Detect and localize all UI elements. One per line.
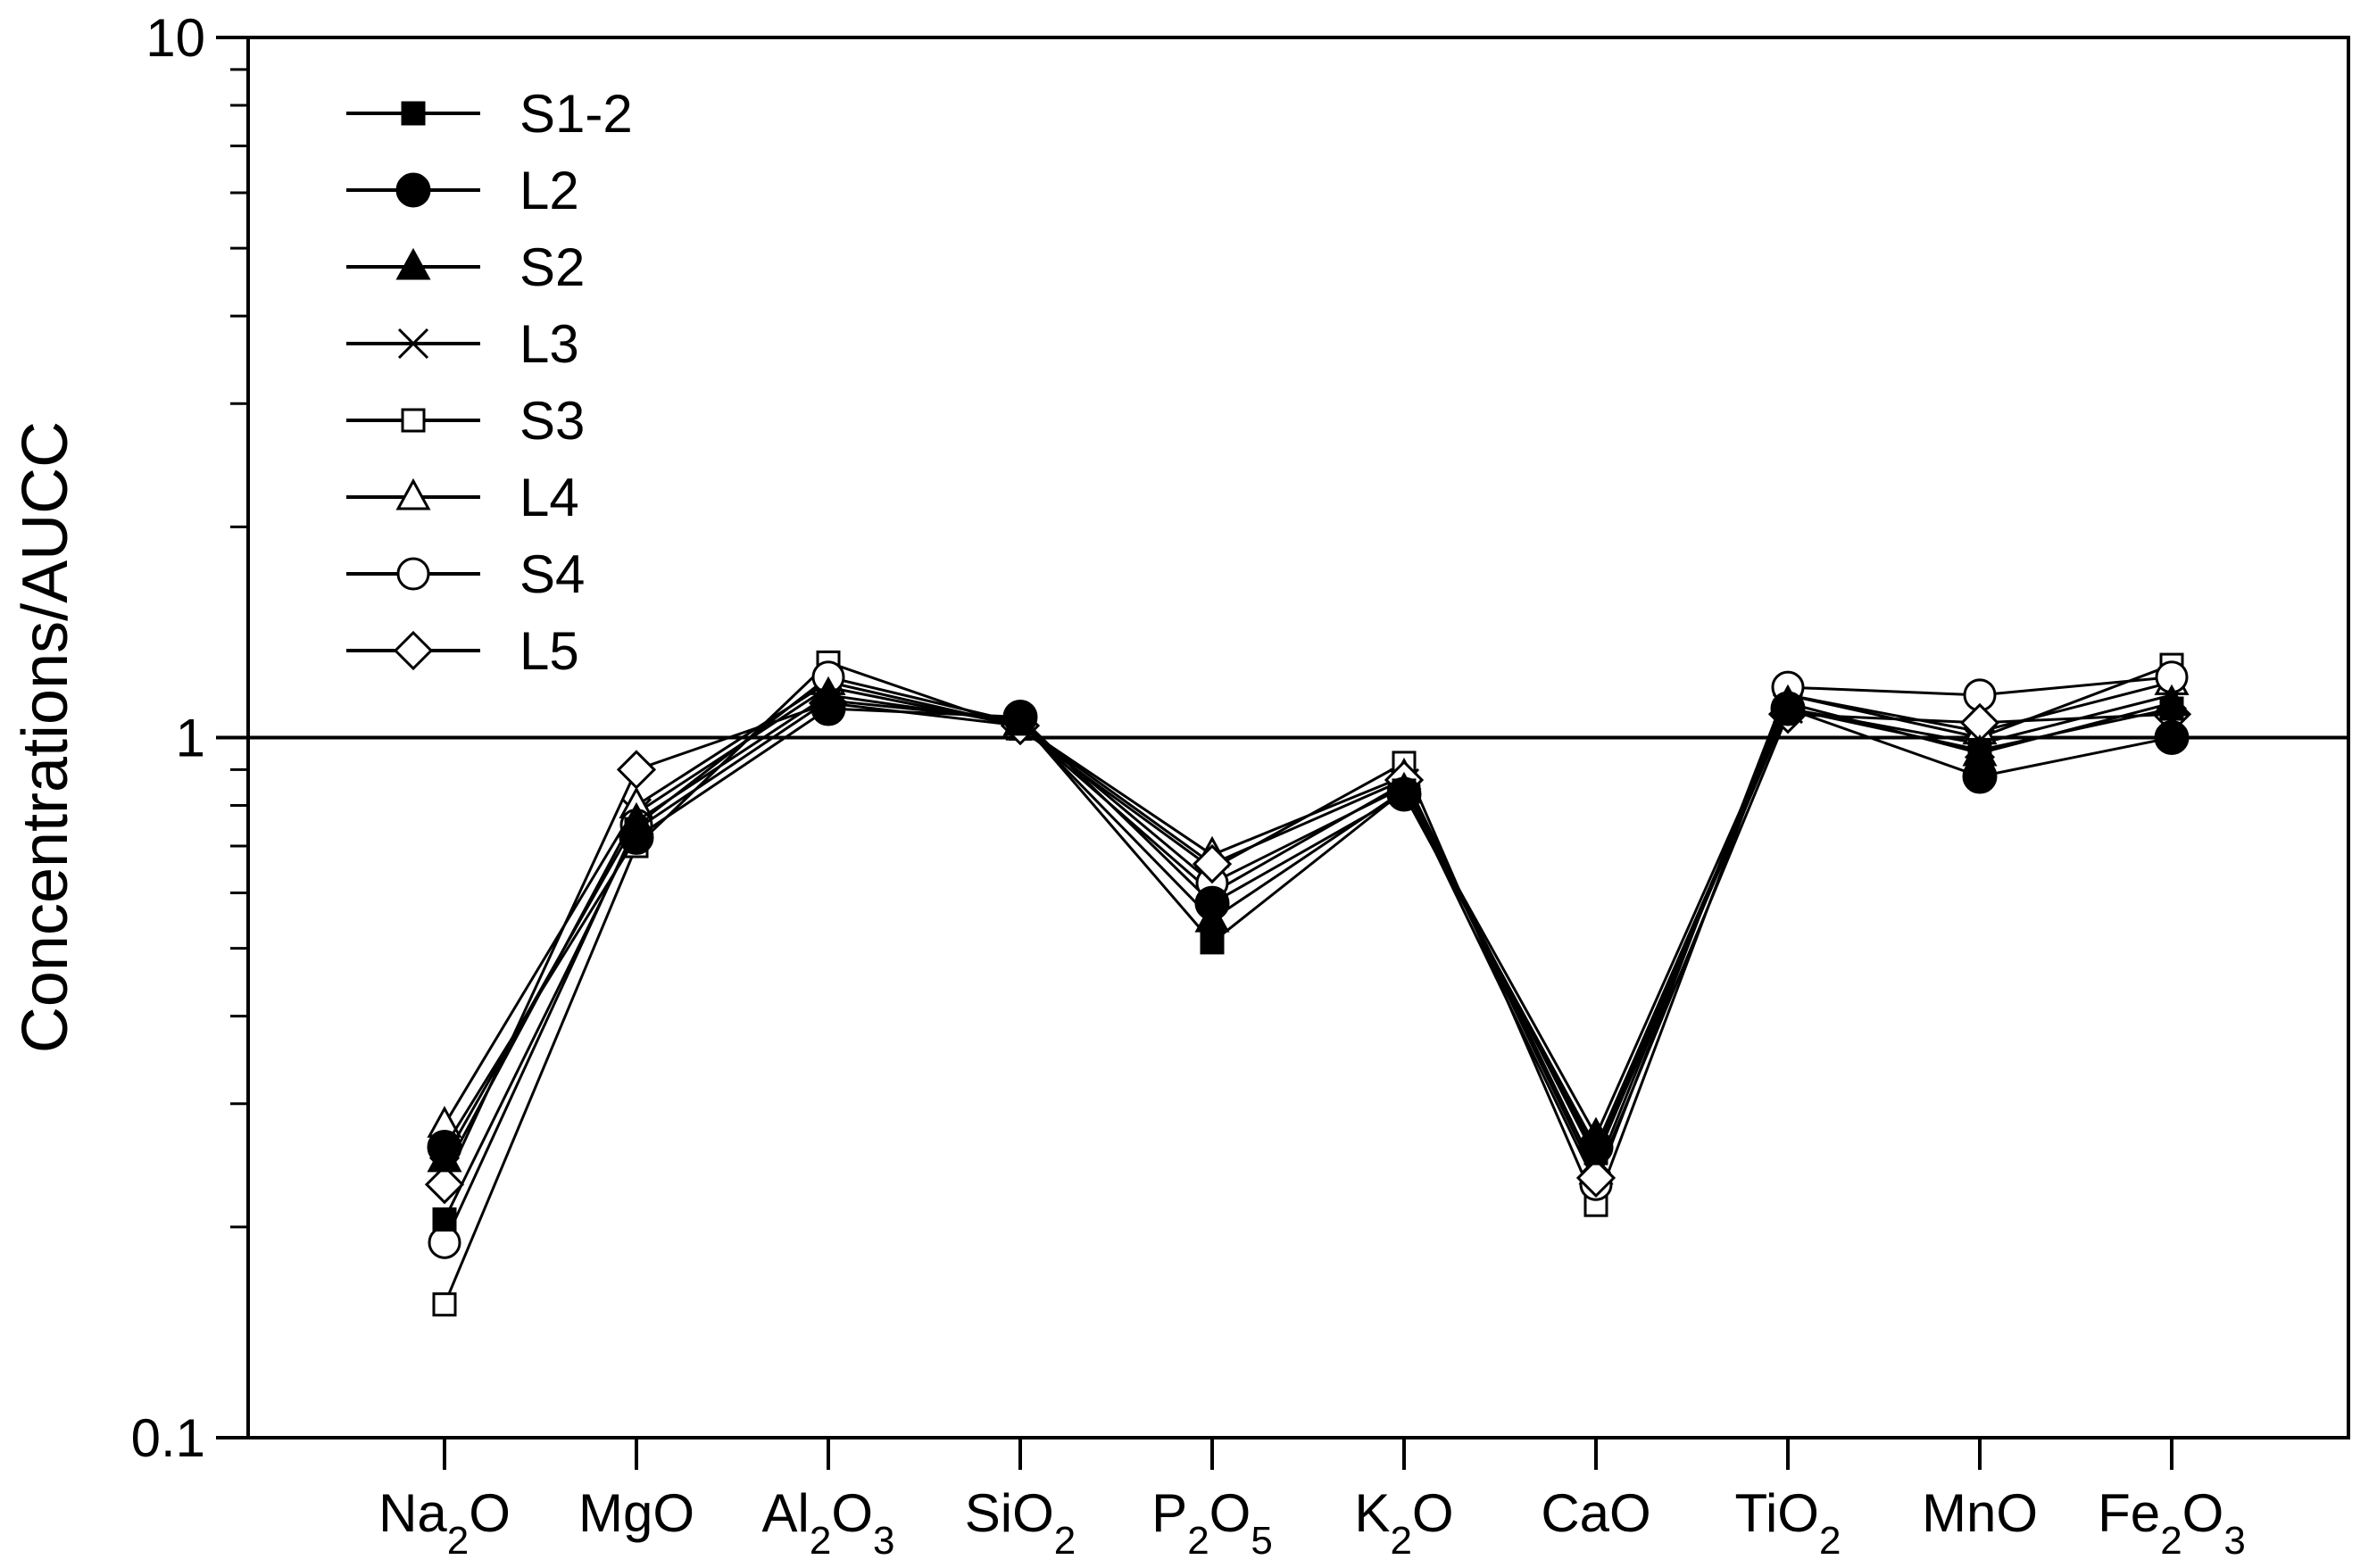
legend-entry: L4: [346, 468, 579, 527]
legend-label: S3: [519, 391, 585, 451]
x-axis: Na2O MgO Al2O3 SiO2 P2O5 K2O CaO TiO2 MnO Fe2O3: [378, 1438, 2246, 1563]
legend-marker: [395, 477, 431, 510]
data-point: [616, 750, 657, 790]
series-l4: [427, 663, 2190, 1185]
data-point: [1575, 1157, 1617, 1199]
data-point: [619, 801, 654, 834]
data-point: [1200, 930, 1225, 955]
legend-marker: [395, 172, 431, 208]
legend-label: L5: [519, 621, 579, 681]
series-l5: [424, 683, 2192, 1205]
data-point: [1194, 900, 1230, 933]
legend-entry: L5: [346, 621, 579, 681]
series-line: [443, 680, 2173, 1175]
x-tick-label: P2O5: [1151, 1483, 1273, 1563]
series-s3: [432, 650, 2184, 1317]
data-point: [424, 1165, 465, 1205]
legend: S1-2 L2 S2 L3 S3 L4 S4 L5: [346, 84, 633, 681]
y-axis: 0.1 1 10: [131, 8, 248, 1468]
series-line: [443, 701, 2173, 1185]
series-line: [443, 693, 2173, 1160]
legend-label: S4: [519, 544, 585, 604]
legend-marker: [396, 557, 430, 591]
series-s1-2: [432, 688, 2184, 1232]
y-tick-label: 10: [145, 8, 205, 68]
legend-entry: L2: [346, 161, 579, 220]
legend-label: L4: [519, 468, 579, 527]
series-s2: [427, 676, 2190, 1173]
legend-entry: S4: [346, 544, 585, 604]
series-line: [443, 676, 2173, 1243]
y-axis-title: Concentrations/AUCC: [10, 421, 81, 1053]
y-tick-label: 0.1: [131, 1408, 205, 1468]
data-point: [427, 1140, 462, 1173]
legend-marker: [395, 247, 431, 280]
data-point: [428, 1225, 461, 1259]
legend-entry: S3: [346, 391, 585, 451]
legend-marker: [401, 408, 426, 433]
data-point: [1386, 771, 1422, 804]
x-tick-label: Na2O: [378, 1483, 511, 1563]
data-point: [1192, 843, 1233, 884]
data-point: [432, 1292, 457, 1317]
legend-label: L2: [519, 161, 579, 220]
series-layer: [424, 650, 2192, 1317]
legend-label: S1-2: [519, 84, 633, 144]
x-tick-label: K2O: [1354, 1483, 1453, 1563]
legend-marker: [401, 101, 426, 126]
legend-marker: [393, 630, 434, 671]
legend-marker: [397, 328, 429, 360]
series-line: [443, 707, 2173, 1150]
data-point: [2154, 684, 2190, 717]
data-point: [1002, 703, 1038, 736]
x-tick-label: Al2O3: [762, 1483, 895, 1563]
legend-label: S2: [519, 237, 585, 297]
data-point: [810, 676, 846, 709]
legend-entry: L3: [346, 314, 579, 374]
series-l2: [427, 691, 2190, 1165]
x-tick-label: MnO: [1922, 1483, 2038, 1543]
legend-entry: S1-2: [346, 84, 633, 144]
data-point: [432, 1207, 457, 1232]
x-tick-label: Fe2O3: [2098, 1483, 2246, 1563]
data-point: [1770, 684, 1806, 717]
x-tick-label: MgO: [578, 1483, 694, 1543]
x-tick-label: SiO2: [965, 1483, 1076, 1563]
series-line: [443, 660, 2173, 1306]
data-point: [2154, 720, 2190, 755]
series-line: [443, 685, 2173, 1173]
legend-entry: S2: [346, 237, 585, 297]
x-tick-label: CaO: [1541, 1483, 1650, 1543]
legend-label: L3: [519, 314, 579, 374]
y-tick-label: 1: [176, 709, 205, 768]
x-tick-label: TiO2: [1735, 1483, 1841, 1563]
data-point: [1578, 1116, 1614, 1149]
data-point: [1962, 734, 1998, 767]
